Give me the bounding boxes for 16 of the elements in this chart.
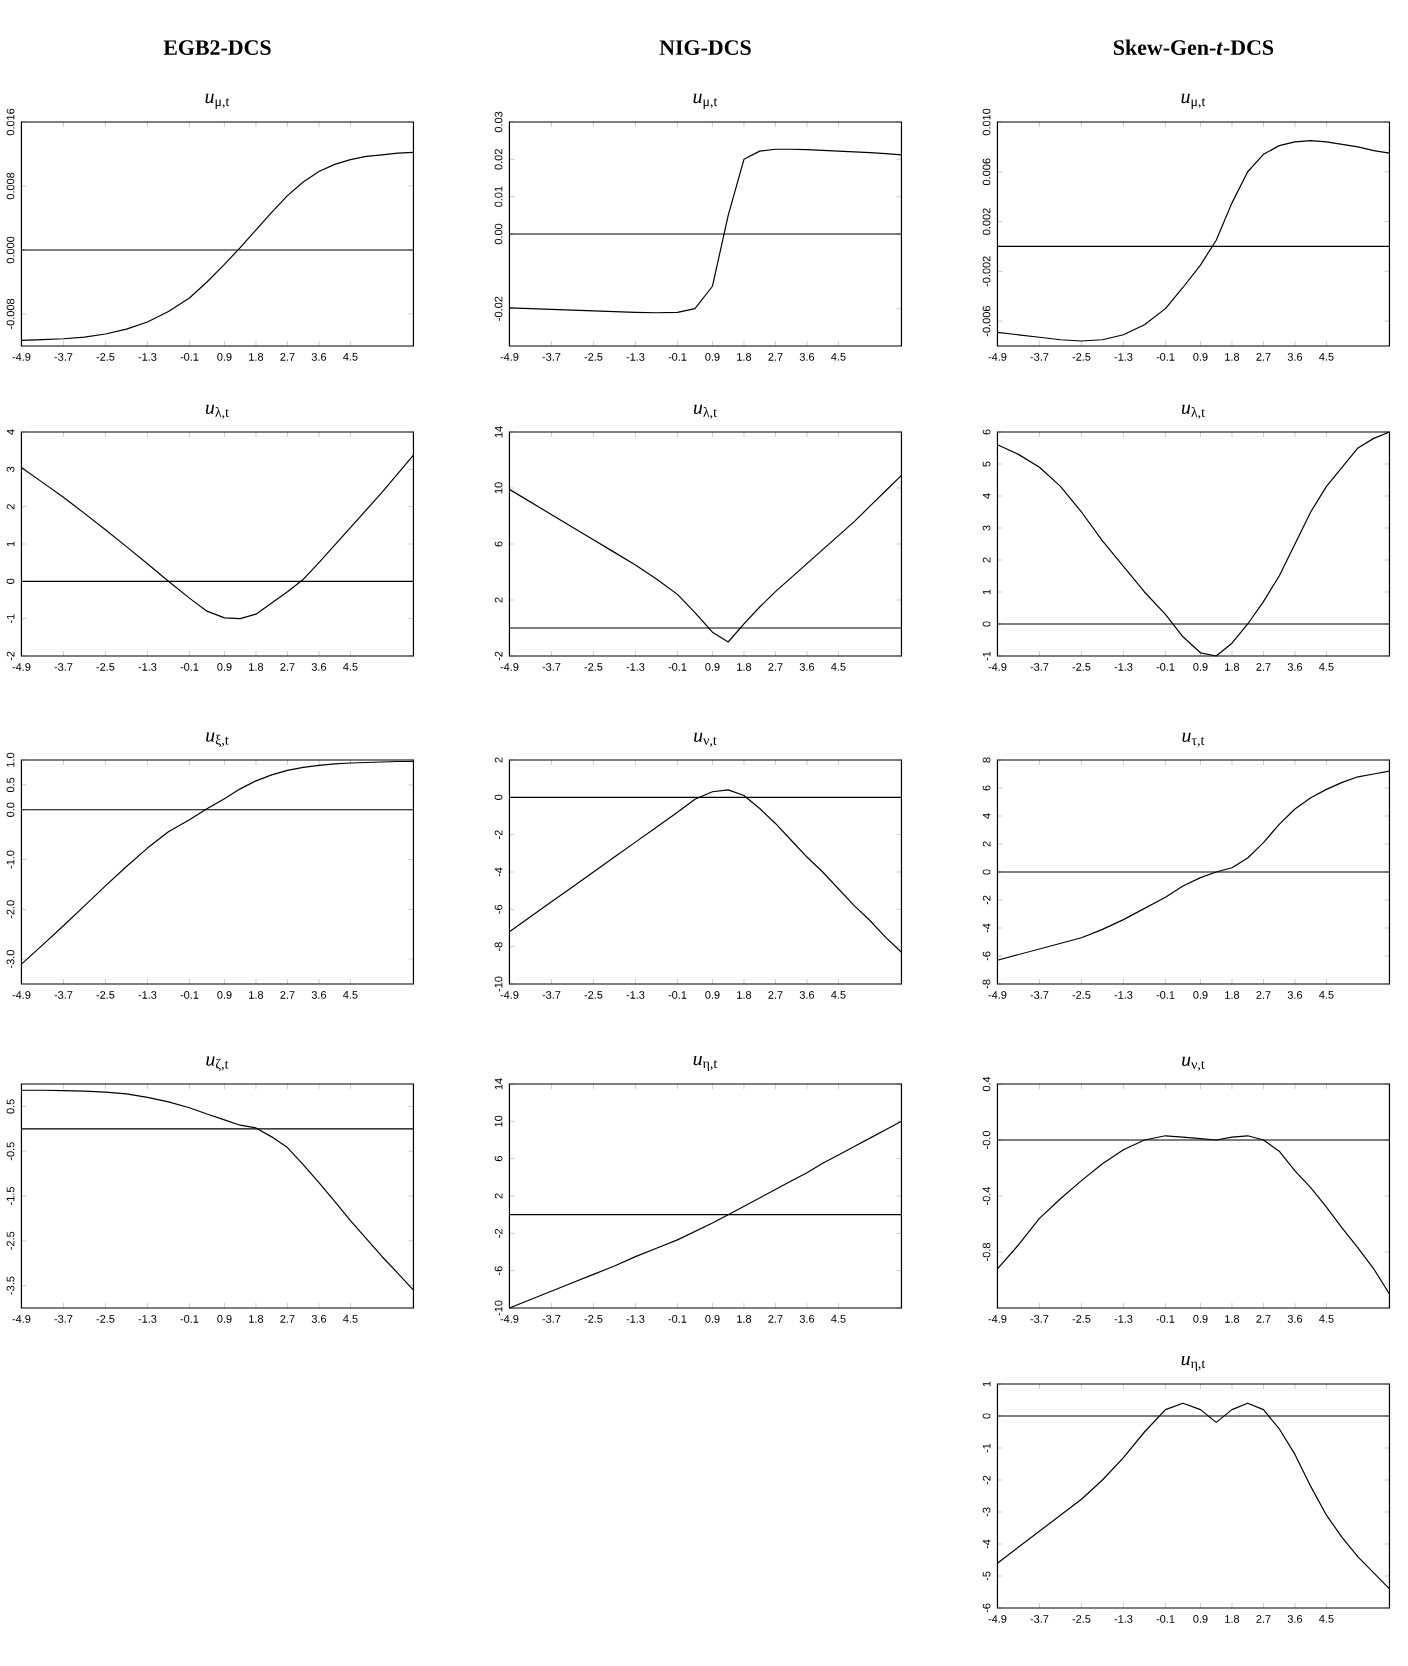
- chart-title: u$_{η,t}$: [693, 1055, 718, 1071]
- chart-title: u$_{τ,t}$: [1182, 732, 1205, 747]
- chart-subtitle: u$_{μ,t}$: [205, 93, 230, 109]
- chart-title: u$_{λ,t}$: [1182, 404, 1206, 419]
- chart-title: EGB2-DCS: [163, 40, 271, 55]
- chart-title: Skew-Gen-t-DCS: [1114, 39, 1274, 55]
- chart-title: u$_{ζ,t}$: [206, 1056, 229, 1071]
- chart-title: u$_{λ,t}$: [206, 404, 230, 419]
- chart-title: u$_{ξ,t}$: [206, 732, 229, 747]
- chart-subtitle: u$_{μ,t}$: [693, 93, 718, 109]
- chart-subtitle: u$_{μ,t}$: [1181, 93, 1206, 109]
- chart-title: u$_{ν,t}$: [694, 732, 717, 748]
- chart-title: u$_{λ,t}$: [694, 404, 718, 419]
- chart-title: u$_{η,t}$: [1181, 1355, 1206, 1371]
- chart-title: NIG-DCS: [659, 40, 752, 55]
- chart-title: u$_{ν,t}$: [1182, 1056, 1205, 1072]
